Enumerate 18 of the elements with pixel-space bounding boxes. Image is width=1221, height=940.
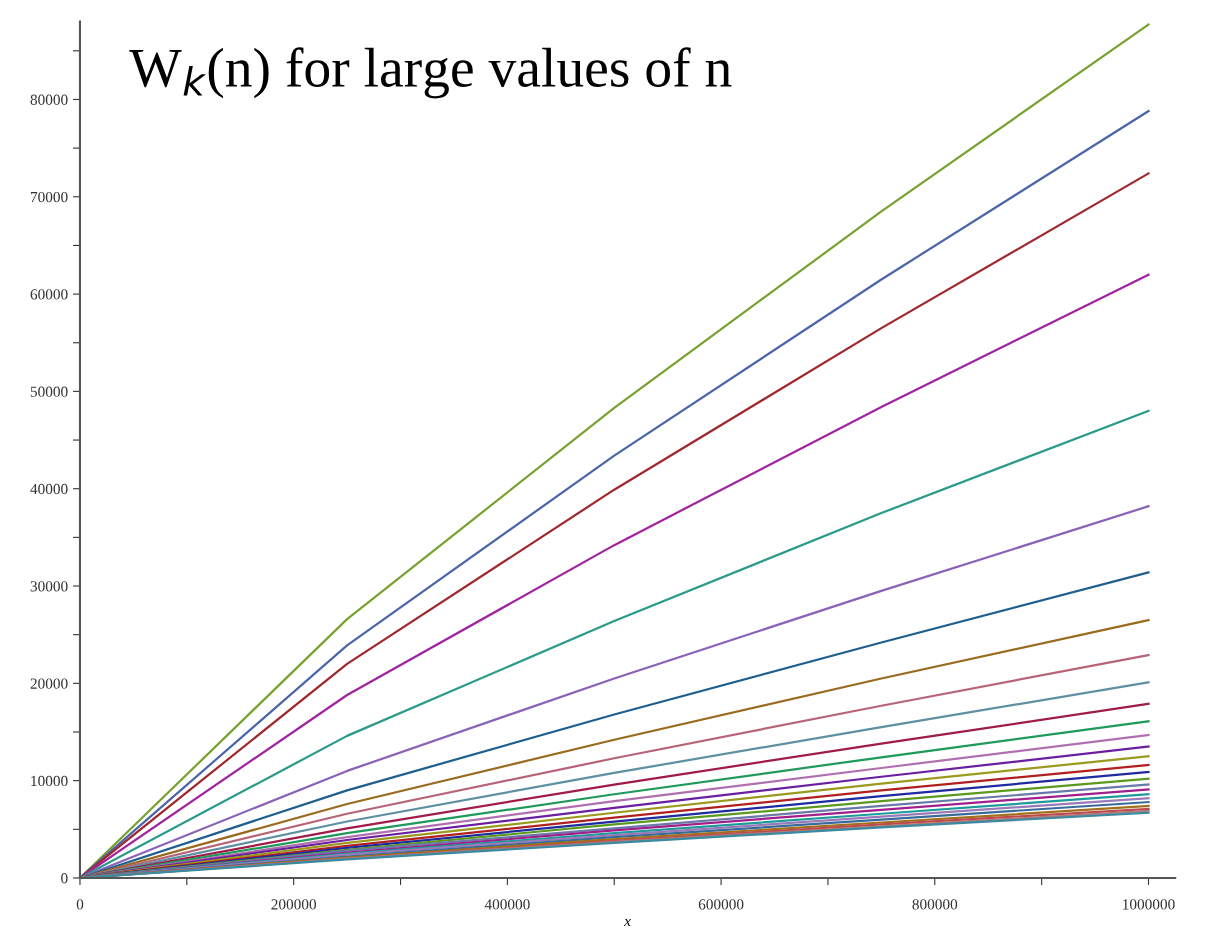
y-tick-label: 10000 — [31, 775, 68, 787]
y-tick-label: 60000 — [30, 289, 68, 300]
y-tick-label: 0 — [61, 873, 68, 884]
line-series — [79, 409, 1150, 878]
x-tick-label: 0 — [76, 899, 84, 910]
y-tick-label: 50000 — [30, 386, 68, 397]
x-axis-title: x — [624, 919, 631, 927]
x-tick-label: 600000 — [698, 899, 744, 910]
y-tick-label: 20000 — [30, 678, 68, 689]
x-tick-label: 800000 — [912, 899, 958, 910]
y-tick-label: 30000 — [30, 581, 68, 592]
chart-title: W$_{k}$(n) for large values of n — [129, 47, 732, 99]
x-tick-label: 1000000 — [1123, 899, 1175, 910]
y-tick-label: 80000 — [30, 94, 68, 105]
y-tick-label: 70000 — [30, 191, 68, 203]
x-tick-label: 400000 — [484, 899, 530, 910]
x-tick-label: 200000 — [271, 899, 317, 910]
y-tick-label: 40000 — [30, 483, 68, 495]
